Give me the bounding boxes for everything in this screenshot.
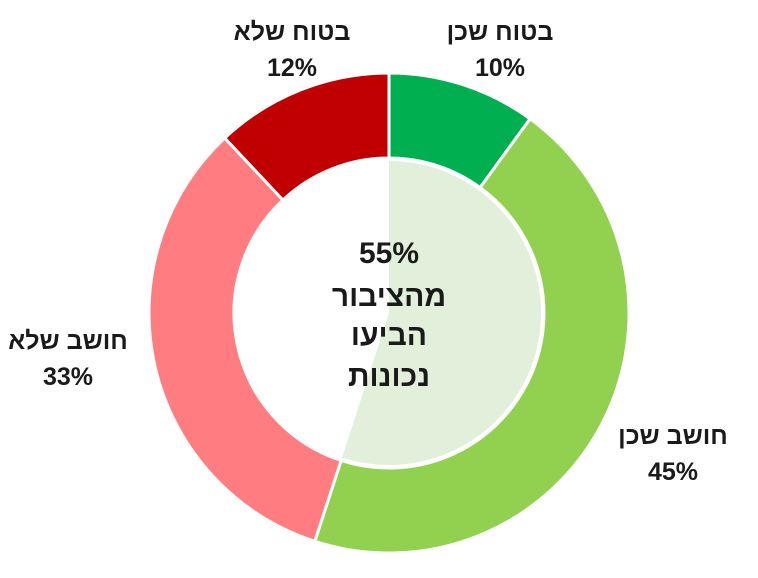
slice-1 xyxy=(312,116,631,555)
center-line-2: הביעו xyxy=(351,319,427,352)
slice-2 xyxy=(147,135,343,544)
slice-value-0: 10% xyxy=(475,54,525,82)
slice-value-2: 33% xyxy=(43,363,93,391)
center-highlight xyxy=(342,161,542,466)
slice-label-2: חושב שלא xyxy=(8,327,128,355)
slice-value-1: 45% xyxy=(648,458,698,486)
slice-label-3: בטוח שלא xyxy=(234,18,351,46)
center-line-3: נכונות xyxy=(348,360,430,393)
slice-labels: בטוח שכן 10% חושב שכן 45% חושב שלא 33% בטוח של… xyxy=(8,18,728,486)
slice-label-1: חושב שכן xyxy=(618,422,728,450)
center-value: 55% xyxy=(359,237,419,270)
center-line-1: מהציבור xyxy=(332,280,446,313)
donut-slices xyxy=(147,71,631,555)
slice-value-3: 12% xyxy=(267,54,317,82)
slice-label-0: בטוח שכן xyxy=(447,18,554,46)
slice-3 xyxy=(222,71,391,203)
center-text: 55% מהציבור הביעו נכונות xyxy=(332,237,446,393)
